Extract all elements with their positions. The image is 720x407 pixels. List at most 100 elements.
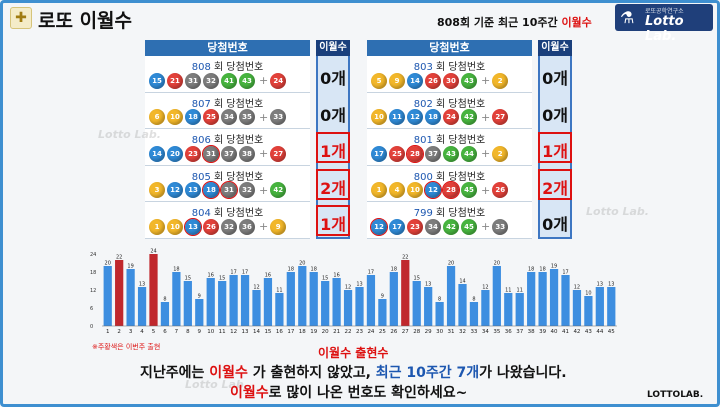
data-label: 15 [322, 276, 328, 282]
data-label: 16 [265, 273, 271, 279]
draw-row: 805 회 당첨번호 3 12 13 18 31 32 +42 [145, 165, 310, 202]
lotto-ball: 32 [239, 182, 255, 198]
draw-row: 806 회 당첨번호 14 20 23 31 37 38 +27 [145, 129, 310, 166]
lotto-ball: 43 [461, 72, 477, 89]
ball-set: 15 21 31 32 41 43 +24 [149, 72, 288, 89]
plus-icon: + [481, 147, 491, 160]
draw-row: 807 회 당첨번호 6 10 18 25 34 35 +33 [145, 92, 310, 129]
round-number: 799 [413, 208, 433, 219]
x-tick-label: 15 [264, 329, 271, 335]
msg-highlight: 최근 10주간 7개 [375, 365, 480, 381]
data-label: 17 [562, 270, 568, 276]
round-number: 808 [191, 62, 211, 73]
draw-title: 802 회 당첨번호 [367, 95, 532, 110]
data-label: 8 [438, 297, 441, 303]
lotto-ball: 13 [185, 182, 201, 198]
lotto-ball: 12 [167, 182, 183, 198]
lotto-ball: 12 [407, 109, 423, 125]
x-tick-label: 23 [356, 329, 363, 335]
lotto-ball: 13 [184, 217, 202, 236]
draw-title: 800 회 당첨번호 [367, 168, 532, 183]
bar-15 [263, 278, 273, 326]
subtitle: 808회 기준 최근 10주간 이월수 [437, 14, 592, 30]
lotto-ball: 18 [202, 181, 220, 199]
lotto-ball: 20 [167, 145, 183, 162]
bar-16 [275, 293, 284, 326]
carry-count: 1개 [320, 142, 346, 161]
data-label: 24 [150, 249, 156, 255]
data-label: 17 [230, 270, 236, 276]
bar-42 [572, 290, 582, 326]
numbers-header: 당첨번호 [367, 40, 532, 56]
summary-line-1: 지난주에는 이월수 가 출현하지 않았고, 최근 10주간 7개가 나왔습니다. [140, 362, 567, 382]
lotto-ball: 6 [149, 109, 165, 125]
highlight-box [316, 205, 350, 236]
carry-count: 2개 [542, 178, 568, 198]
watermark: Lotto Lab. [586, 205, 649, 218]
bar-6 [160, 302, 170, 326]
x-tick-label: 29 [425, 329, 432, 335]
lotto-ball: 44 [461, 145, 477, 162]
x-tick-label: 37 [516, 329, 523, 335]
bar-10 [206, 278, 215, 326]
x-tick-label: 12 [230, 329, 237, 335]
round-suffix: 회 당첨번호 [210, 208, 264, 219]
bar-30 [435, 302, 444, 326]
bonus-ball: 27 [270, 145, 287, 162]
bar-11 [218, 281, 227, 326]
ball-set: 10 11 12 18 24 42 +27 [371, 109, 510, 126]
bar-35 [492, 266, 501, 326]
data-label: 12 [253, 285, 259, 291]
bonus-ball: 42 [270, 182, 287, 198]
round-suffix: 회 당첨번호 [210, 135, 264, 146]
data-label: 22 [116, 255, 122, 261]
x-tick-label: 11 [219, 329, 226, 335]
lotto-ball: 45 [461, 218, 477, 235]
x-tick-label: 28 [413, 329, 420, 335]
msg-text: 로 많이 나온 번호도 확인하세요~ [268, 385, 468, 401]
bar-44 [595, 287, 604, 326]
ball-set: 1 4 10 12 28 45 +26 [371, 181, 510, 199]
data-label: 16 [333, 273, 339, 279]
y-tick-label: 24 [90, 252, 96, 258]
carry-header: 이월수 [316, 40, 350, 56]
bar-33 [469, 302, 479, 326]
data-label: 10 [585, 291, 591, 297]
lotto-ball: 31 [185, 72, 201, 89]
y-tick-label: 18 [90, 270, 96, 276]
msg-text: 가 나왔습니다. [479, 365, 567, 381]
x-tick-label: 20 [322, 329, 329, 335]
x-tick-label: 45 [608, 329, 615, 335]
carry-count: 0개 [542, 69, 568, 88]
lotto-ball: 42 [461, 109, 477, 125]
right-results-table: 당첨번호 이월수 803 회 당첨번호 5 9 14 26 30 43 +2 0개 802 회 당첨번… [367, 40, 572, 239]
x-tick-label: 5 [152, 329, 156, 335]
round-suffix: 회 당첨번호 [210, 171, 264, 183]
x-tick-label: 34 [482, 329, 489, 335]
lotto-lab-logo[interactable]: ⚗ 로또공학연구소 Lotto Lab. [615, 4, 713, 44]
watermark: Lotto Lab. [185, 378, 248, 391]
bar-18 [298, 266, 307, 326]
round-suffix: 회 당첨번호 [210, 98, 264, 110]
x-tick-label: 40 [551, 329, 558, 335]
bonus-ball: 26 [492, 182, 509, 198]
footer-brand: LOTTOLAB. [647, 390, 704, 400]
carry-count: 1개 [542, 142, 568, 161]
ball-set: 5 9 14 26 30 43 +2 [371, 72, 510, 89]
carry-count: 0개 [542, 105, 568, 125]
plus-icon: + [481, 183, 491, 197]
round-number: 804 [191, 208, 211, 219]
y-tick-label: 0 [90, 324, 93, 330]
x-tick-label: 17 [287, 329, 294, 335]
carry-count: 0개 [320, 69, 346, 88]
lotto-ball: 24 [443, 109, 459, 125]
draw-row: 800 회 당첨번호 1 4 10 12 28 45 +26 [367, 165, 532, 202]
round-number: 803 [413, 62, 433, 73]
lotto-ball: 34 [221, 109, 237, 125]
plus-icon: + [259, 147, 269, 160]
data-label: 18 [539, 267, 545, 273]
lotto-ball: 23 [185, 145, 201, 162]
header: ✚ 로또 이월수 808회 기준 최근 10주간 이월수 ⚗ 로또공학연구소 L… [0, 0, 720, 44]
chart-title: 이월수 출현수 [318, 346, 389, 360]
lotto-ball: 15 [149, 72, 165, 89]
